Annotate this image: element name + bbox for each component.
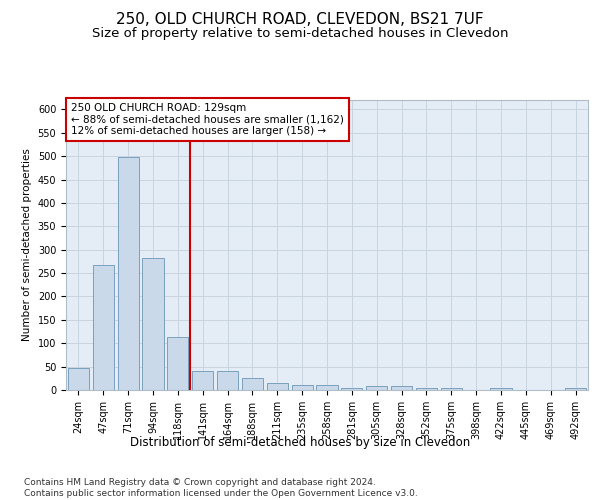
Bar	[366, 386, 387, 390]
Bar	[341, 388, 362, 390]
Text: Distribution of semi-detached houses by size in Clevedon: Distribution of semi-detached houses by …	[130, 436, 470, 449]
Bar	[416, 388, 437, 390]
Text: Size of property relative to semi-detached houses in Clevedon: Size of property relative to semi-detach…	[92, 28, 508, 40]
Bar	[490, 388, 512, 390]
Text: 250, OLD CHURCH ROAD, CLEVEDON, BS21 7UF: 250, OLD CHURCH ROAD, CLEVEDON, BS21 7UF	[116, 12, 484, 28]
Bar	[242, 378, 263, 390]
Bar	[391, 386, 412, 390]
Bar	[316, 386, 338, 390]
Y-axis label: Number of semi-detached properties: Number of semi-detached properties	[22, 148, 32, 342]
Bar	[441, 388, 462, 390]
Bar	[292, 385, 313, 390]
Bar	[217, 371, 238, 390]
Text: 250 OLD CHURCH ROAD: 129sqm
← 88% of semi-detached houses are smaller (1,162)
12: 250 OLD CHURCH ROAD: 129sqm ← 88% of sem…	[71, 103, 344, 136]
Bar	[68, 368, 89, 390]
Bar	[565, 388, 586, 390]
Bar	[267, 384, 288, 390]
Bar	[167, 337, 188, 390]
Text: Contains HM Land Registry data © Crown copyright and database right 2024.
Contai: Contains HM Land Registry data © Crown c…	[24, 478, 418, 498]
Bar	[142, 258, 164, 390]
Bar	[118, 156, 139, 390]
Bar	[93, 265, 114, 390]
Bar	[192, 371, 213, 390]
